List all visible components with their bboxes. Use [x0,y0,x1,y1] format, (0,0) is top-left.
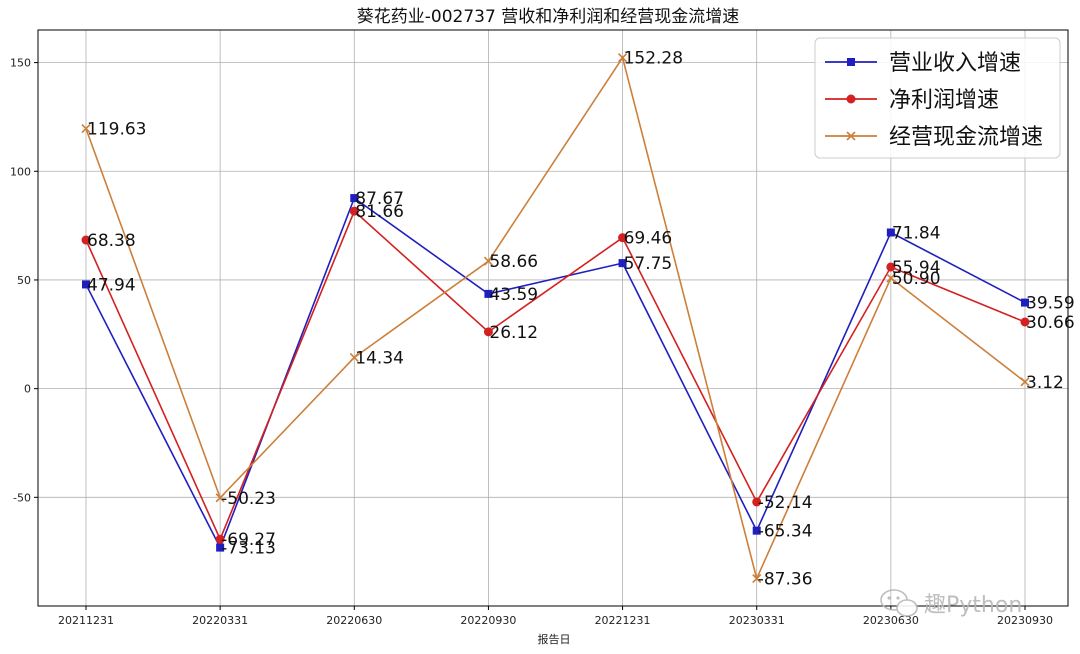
data-point [886,273,896,283]
legend-label: 经营现金流增速 [889,125,1043,150]
series-1 [81,206,1030,544]
x-marker-stroke [349,352,359,363]
data-label: 71.84 [892,223,941,243]
data-point [81,124,91,134]
data-label: 69.46 [624,229,673,249]
legend-marker [846,131,856,141]
data-label: 39.59 [1026,294,1075,314]
x-axis-label: 报告日 [538,632,571,646]
data-label: 55.94 [892,258,941,278]
x-marker-stroke [81,124,91,134]
legend-marker [847,58,855,66]
data-label: 87.67 [355,189,404,209]
data-label: 58.66 [489,252,538,272]
data-point [618,53,628,63]
data-point [215,534,225,544]
data-point [1021,298,1029,307]
wechat-icon [880,589,918,617]
watermark: 趣Python [880,589,1022,618]
data-label: 68.38 [87,231,136,251]
x-marker-stroke [886,273,896,283]
data-point [350,194,359,203]
data-point [752,526,761,535]
data-label: -87.36 [758,570,813,590]
plot-area [37,29,1069,607]
x-tick-label: 20220331 [192,614,248,627]
series-line [85,55,1026,581]
x-tick-label: 20221231 [595,614,651,627]
data-label: 14.34 [355,348,404,368]
data-label: 57.75 [624,254,673,274]
y-axis: -50 0 50 100 150 [10,57,38,504]
data-point [1020,317,1030,327]
x-marker-stroke [483,256,493,266]
data-label: 119.63 [87,120,146,140]
data-point [752,497,762,507]
watermark-text: 趣Python [924,593,1022,618]
x-marker-stroke [752,573,762,584]
series-line [85,196,1026,550]
data-label: 81.66 [355,202,404,222]
data-point [82,280,90,289]
series-0 [82,194,1029,552]
series-layer [81,53,1030,584]
x-marker-stroke [215,493,225,503]
x-marker-stroke [846,131,856,141]
data-point [349,206,359,216]
data-label: -73.13 [221,539,276,559]
data-label: -52.14 [758,493,813,513]
data-point [81,235,91,245]
data-label: 26.12 [489,323,538,343]
data-point [618,233,628,243]
data-point [1020,377,1030,387]
x-tick-label: 20220930 [460,614,516,627]
x-marker-stroke [1020,377,1030,387]
data-label: -50.23 [221,489,276,509]
data-point [752,573,762,584]
y-tick-label: 100 [10,165,31,178]
x-axis: 20211231 20220331 20220630 20220930 20221231… [58,606,1053,627]
data-label: -65.34 [758,522,813,542]
series-2 [81,53,1030,584]
data-point [483,327,493,337]
x-tick-label: 20211231 [58,614,114,627]
data-point [349,352,359,363]
data-point [216,543,225,552]
x-tick-label: 20230331 [729,614,785,627]
data-labels: 47.94 -73.13 87.67 43.59 57.75 -65.34 71.84 39.… [87,49,1075,590]
x-marker-stroke [618,53,628,63]
x-tick-label: 20230630 [863,614,919,627]
data-point [618,259,627,268]
y-tick-label: 0 [24,383,31,396]
data-label: 30.66 [1026,313,1075,333]
series-line [85,209,1026,542]
x-tick-label: 20220630 [326,614,382,627]
y-tick-label: 150 [10,57,31,70]
data-point [484,289,493,298]
data-label: 43.59 [489,285,538,305]
data-point [886,228,895,237]
data-label: -69.27 [221,530,276,550]
data-label: 3.12 [1026,373,1064,393]
legend-box [814,37,1061,159]
data-label: 47.94 [87,275,136,295]
chart-title: 葵花药业-002737 营收和净利润和经营现金流增速 [357,7,739,27]
x-tick-label: 20230930 [997,614,1053,627]
data-label: 50.90 [892,269,941,289]
legend-marker [846,94,856,104]
legend-label: 营业收入增速 [889,51,1021,76]
legend-label: 净利润增速 [889,88,999,113]
y-tick-label: 50 [17,274,31,287]
data-label: 152.28 [624,49,683,69]
data-point [886,262,896,272]
data-point [215,493,225,503]
y-tick-label: -50 [13,491,31,504]
data-point [483,256,493,266]
